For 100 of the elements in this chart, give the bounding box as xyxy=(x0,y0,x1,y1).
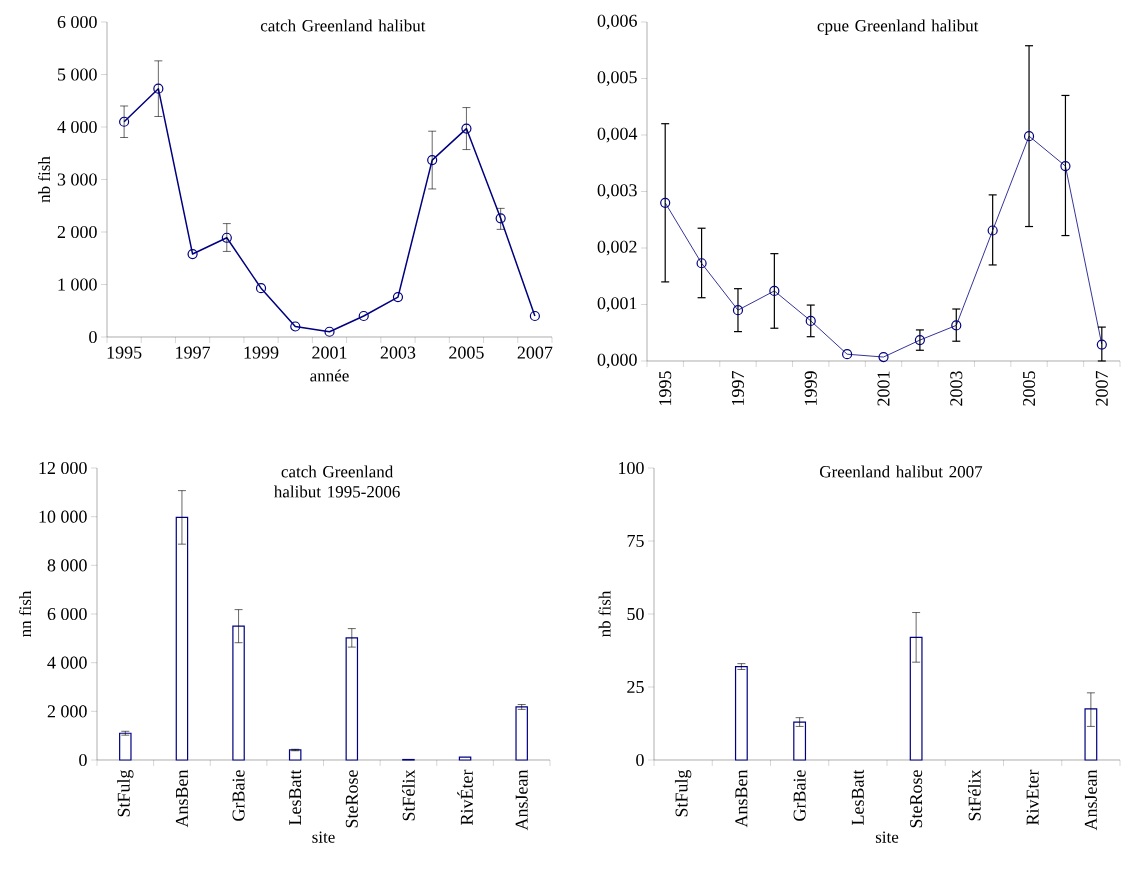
x-tick-label: 2003 xyxy=(950,371,963,406)
x-tick-label: SteRose xyxy=(910,770,923,828)
y-tick-label: 2 000 xyxy=(57,225,97,239)
y-tick-label: 25 xyxy=(627,680,644,694)
y-tick-label: 0,002 xyxy=(597,240,637,256)
x-tick-label: GrBaie xyxy=(793,770,806,821)
x-tick-label: AnsBen xyxy=(735,769,748,828)
point xyxy=(392,292,404,303)
bar xyxy=(909,636,923,761)
y-tick-label: 0 xyxy=(636,753,644,767)
point xyxy=(987,225,998,236)
x-axis-title: année xyxy=(310,369,349,382)
chart-title: Greenland halibut 2007 xyxy=(820,465,983,478)
point xyxy=(119,116,130,127)
x-tick-label: 2001 xyxy=(312,346,347,359)
x-tick-label: 2005 xyxy=(1022,371,1036,406)
x-tick-label: RivEter xyxy=(1026,769,1039,825)
y-tick-label: 50 xyxy=(627,607,644,621)
x-tick-label: StFélix xyxy=(402,769,415,821)
x-tick-label: SteRose xyxy=(345,770,358,828)
bar xyxy=(232,625,245,761)
point xyxy=(255,283,267,294)
point xyxy=(495,213,506,224)
x-tick-label: LesBatt xyxy=(851,769,864,825)
x-tick-label: GrBaie xyxy=(232,770,245,821)
point xyxy=(221,232,232,243)
x-tick-label: AnsBen xyxy=(175,769,188,828)
y-axis-title: nb fish xyxy=(37,156,51,203)
point xyxy=(187,248,198,260)
x-tick-label: AnsJean xyxy=(515,769,528,831)
x-tick-label: StFulg xyxy=(674,769,692,817)
point xyxy=(1060,160,1071,172)
point xyxy=(805,315,816,326)
x-tick-label: 1997 xyxy=(176,346,211,359)
y-tick-label: 1 000 xyxy=(58,278,97,291)
point xyxy=(732,305,744,316)
y-tick-label: 8 000 xyxy=(47,559,87,572)
x-tick-label: 1995 xyxy=(107,346,142,359)
x-tick-label: 2007 xyxy=(1095,371,1108,406)
y-tick-label: 5 000 xyxy=(58,68,97,81)
y-axis-title: nn fish xyxy=(18,590,32,637)
y-tick-label: 75 xyxy=(627,535,644,547)
x-tick-label: 2003 xyxy=(380,346,416,359)
y-tick-label: 0,005 xyxy=(597,71,637,86)
point xyxy=(914,334,925,346)
point xyxy=(290,321,301,332)
bar xyxy=(458,756,472,761)
x-tick-label: StFélix xyxy=(968,769,981,821)
bar xyxy=(793,721,807,761)
x-tick-label: StFulg xyxy=(117,769,134,817)
x-tick-label: 2005 xyxy=(449,346,484,359)
y-tick-label: 0,000 xyxy=(597,353,637,369)
point xyxy=(1096,339,1107,350)
point xyxy=(842,349,853,360)
y-tick-label: 0,004 xyxy=(597,127,638,143)
point xyxy=(529,310,540,322)
chart-title: cpue Greenland halibut xyxy=(817,19,979,35)
point xyxy=(358,310,369,322)
x-tick-label: 2007 xyxy=(517,346,553,359)
x-tick-label: 1999 xyxy=(804,371,817,405)
y-tick-label: 0 xyxy=(89,330,97,344)
y-tick-label: 6 000 xyxy=(47,607,87,621)
bar xyxy=(119,732,132,761)
x-tick-label: 1995 xyxy=(659,371,672,405)
x-tick-label: AnsJean xyxy=(1084,769,1097,831)
y-tick-label: 10 000 xyxy=(39,510,87,523)
bar xyxy=(288,749,302,761)
x-tick-label: 2001 xyxy=(877,371,890,406)
y-tick-label: 4 000 xyxy=(47,656,87,669)
y-tick-label: 0 xyxy=(79,753,87,767)
y-tick-label: 0,006 xyxy=(597,14,637,30)
chart-title: catch Greenland halibut 1995-2006 xyxy=(273,465,400,498)
x-tick-label: 1997 xyxy=(731,371,745,405)
x-tick-label: LesBatt xyxy=(289,769,302,825)
y-axis-title: nb fish xyxy=(598,590,611,637)
point xyxy=(324,326,335,337)
y-tick-label: 3 000 xyxy=(57,173,97,186)
y-tick-label: 2 000 xyxy=(47,705,87,718)
point xyxy=(1023,131,1035,142)
point xyxy=(696,258,707,269)
bar xyxy=(515,706,528,761)
bar xyxy=(1084,708,1098,761)
point xyxy=(878,351,889,363)
point xyxy=(427,154,438,166)
point xyxy=(951,320,962,331)
y-tick-label: 0,003 xyxy=(597,184,637,199)
point xyxy=(660,197,671,208)
y-tick-label: 6 000 xyxy=(57,15,97,29)
point xyxy=(461,123,472,134)
point xyxy=(769,285,780,297)
point xyxy=(153,83,164,94)
x-tick-label: RivÉter xyxy=(457,769,473,825)
y-tick-label: 100 xyxy=(619,461,644,475)
y-tick-label: 0,001 xyxy=(597,297,637,312)
bar xyxy=(175,516,189,761)
chart-title: catch Greenland halibut xyxy=(260,19,426,32)
x-tick-label: 1999 xyxy=(244,346,279,359)
bar xyxy=(345,637,359,761)
y-tick-label: 4 000 xyxy=(57,120,97,134)
bar xyxy=(734,665,748,761)
